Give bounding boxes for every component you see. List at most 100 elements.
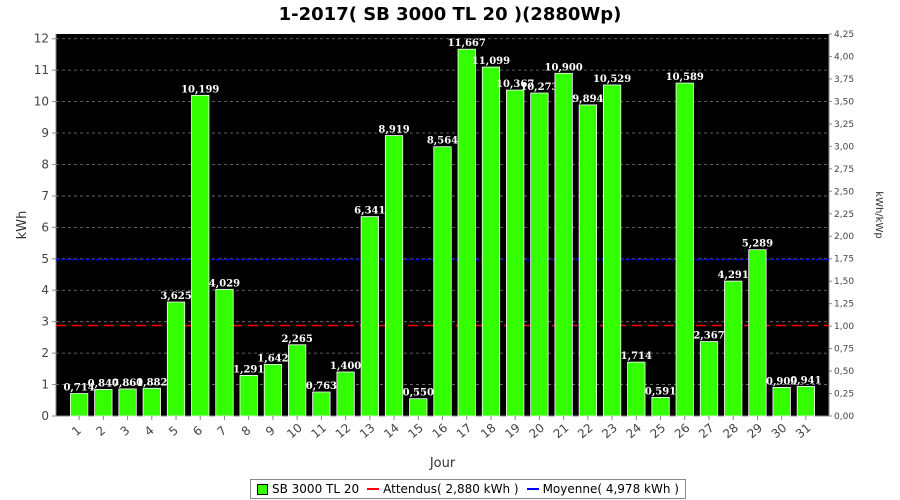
data-label: 0,763 xyxy=(306,381,337,392)
y2-tick-label: 2,25 xyxy=(834,210,854,220)
bar xyxy=(94,388,113,417)
x-tick-label: 1 xyxy=(69,423,84,439)
bar xyxy=(166,301,186,417)
bar xyxy=(288,344,307,417)
x-tick-label: 11 xyxy=(308,421,329,442)
data-label: 10,900 xyxy=(544,62,582,73)
bar xyxy=(530,92,549,417)
x-tick-label: 3 xyxy=(118,423,133,439)
data-label: 0,591 xyxy=(645,386,676,397)
y-tick-label: 7 xyxy=(41,189,49,203)
y2-tick-label: 0,25 xyxy=(834,390,854,400)
x-tick-label: 12 xyxy=(333,421,354,442)
data-label: 10,529 xyxy=(593,74,631,85)
data-label: 0,882 xyxy=(136,377,167,388)
y2-axis-label: kWh/kWp xyxy=(873,191,884,238)
y2-tick-label: 1,50 xyxy=(834,277,854,287)
bar xyxy=(433,146,452,417)
data-label: 10,367 xyxy=(496,79,534,90)
bar xyxy=(578,104,597,417)
data-label: 1,291 xyxy=(233,364,264,375)
y2-tick-label: 3,50 xyxy=(834,97,854,107)
bar xyxy=(772,387,791,417)
x-tick-label: 18 xyxy=(478,421,499,442)
x-tick-label: 6 xyxy=(190,423,205,439)
x-tick-label: 2 xyxy=(93,423,108,439)
x-tick-label: 30 xyxy=(769,421,790,442)
y-tick-label: 12 xyxy=(34,32,49,46)
y2-tick-label: 4,00 xyxy=(834,52,854,62)
y-tick-label: 0 xyxy=(41,409,49,423)
data-label: 3,625 xyxy=(160,291,191,302)
x-tick-label: 27 xyxy=(696,421,717,442)
bar xyxy=(748,249,767,417)
x-axis-label: Jour xyxy=(429,456,456,471)
data-label: 1,714 xyxy=(621,351,652,362)
legend-label-average: Moyenne( 4,978 kWh ) xyxy=(542,482,679,496)
y-tick-label: 11 xyxy=(34,63,49,77)
data-label: 0,847 xyxy=(88,378,119,389)
data-label: 1,400 xyxy=(330,361,361,372)
legend-label-production: SB 3000 TL 20 xyxy=(272,482,360,496)
x-tick-label: 10 xyxy=(284,421,305,442)
bar xyxy=(312,391,331,417)
x-tick-label: 25 xyxy=(648,421,669,442)
y-tick-label: 9 xyxy=(41,126,49,140)
y2-tick-label: 0,00 xyxy=(834,412,854,422)
bar xyxy=(699,341,719,417)
legend-label-expected: Attendus( 2,880 kWh ) xyxy=(383,482,519,496)
bar xyxy=(360,216,379,417)
data-label: 0,909 xyxy=(766,376,797,387)
x-tick-label: 8 xyxy=(239,423,254,439)
data-label: 0,861 xyxy=(112,378,143,389)
bar xyxy=(506,89,525,417)
data-label: 0,714 xyxy=(63,383,94,394)
data-label: 0,941 xyxy=(790,375,821,386)
y2-tick-label: 0,75 xyxy=(834,345,854,355)
data-label: 2,265 xyxy=(281,334,312,345)
bar xyxy=(191,94,210,417)
bar xyxy=(142,387,161,417)
data-label: 10,199 xyxy=(181,84,219,95)
x-tick-label: 16 xyxy=(430,421,451,442)
data-label: 8,564 xyxy=(427,136,458,147)
bar xyxy=(409,398,428,417)
legend-item-average: Moyenne( 4,978 kWh ) xyxy=(526,482,679,496)
bar xyxy=(336,371,355,417)
bar xyxy=(602,84,622,417)
x-tick-label: 23 xyxy=(599,421,620,442)
y2-tick-label: 2,50 xyxy=(834,187,854,197)
y2-tick-label: 1,75 xyxy=(834,255,854,265)
y2-tick-label: 1,25 xyxy=(834,300,854,310)
bar xyxy=(457,48,476,417)
legend-swatch-production xyxy=(257,483,268,495)
y2-tick-label: 2,00 xyxy=(834,232,854,242)
x-tick-label: 28 xyxy=(720,421,741,442)
x-tick-label: 7 xyxy=(214,423,229,439)
y2-tick-label: 3,75 xyxy=(834,75,854,85)
x-tick-label: 14 xyxy=(381,421,402,442)
y-tick-label: 10 xyxy=(34,95,49,109)
bar xyxy=(118,388,137,417)
x-tick-label: 31 xyxy=(793,421,814,442)
bar xyxy=(384,135,404,417)
y-tick-label: 6 xyxy=(41,220,49,234)
data-label: 10,273 xyxy=(520,82,558,93)
bar xyxy=(724,280,743,417)
y-axis-label: kWh xyxy=(15,211,30,240)
bar xyxy=(239,375,258,417)
x-tick-label: 20 xyxy=(526,421,547,442)
data-label: 6,341 xyxy=(354,206,385,217)
x-tick-label: 4 xyxy=(142,423,157,439)
data-label: 11,667 xyxy=(448,38,486,49)
bar xyxy=(554,72,573,417)
data-label: 2,367 xyxy=(693,331,724,342)
data-label: 4,029 xyxy=(209,278,240,289)
bar xyxy=(651,397,670,417)
data-label: 0,550 xyxy=(403,388,434,399)
chart-title: 1-2017( SB 3000 TL 20 )(2880Wp) xyxy=(278,4,622,25)
data-label: 10,589 xyxy=(666,72,704,83)
data-label: 9,894 xyxy=(572,94,603,105)
legend-swatch-expected xyxy=(367,488,380,490)
